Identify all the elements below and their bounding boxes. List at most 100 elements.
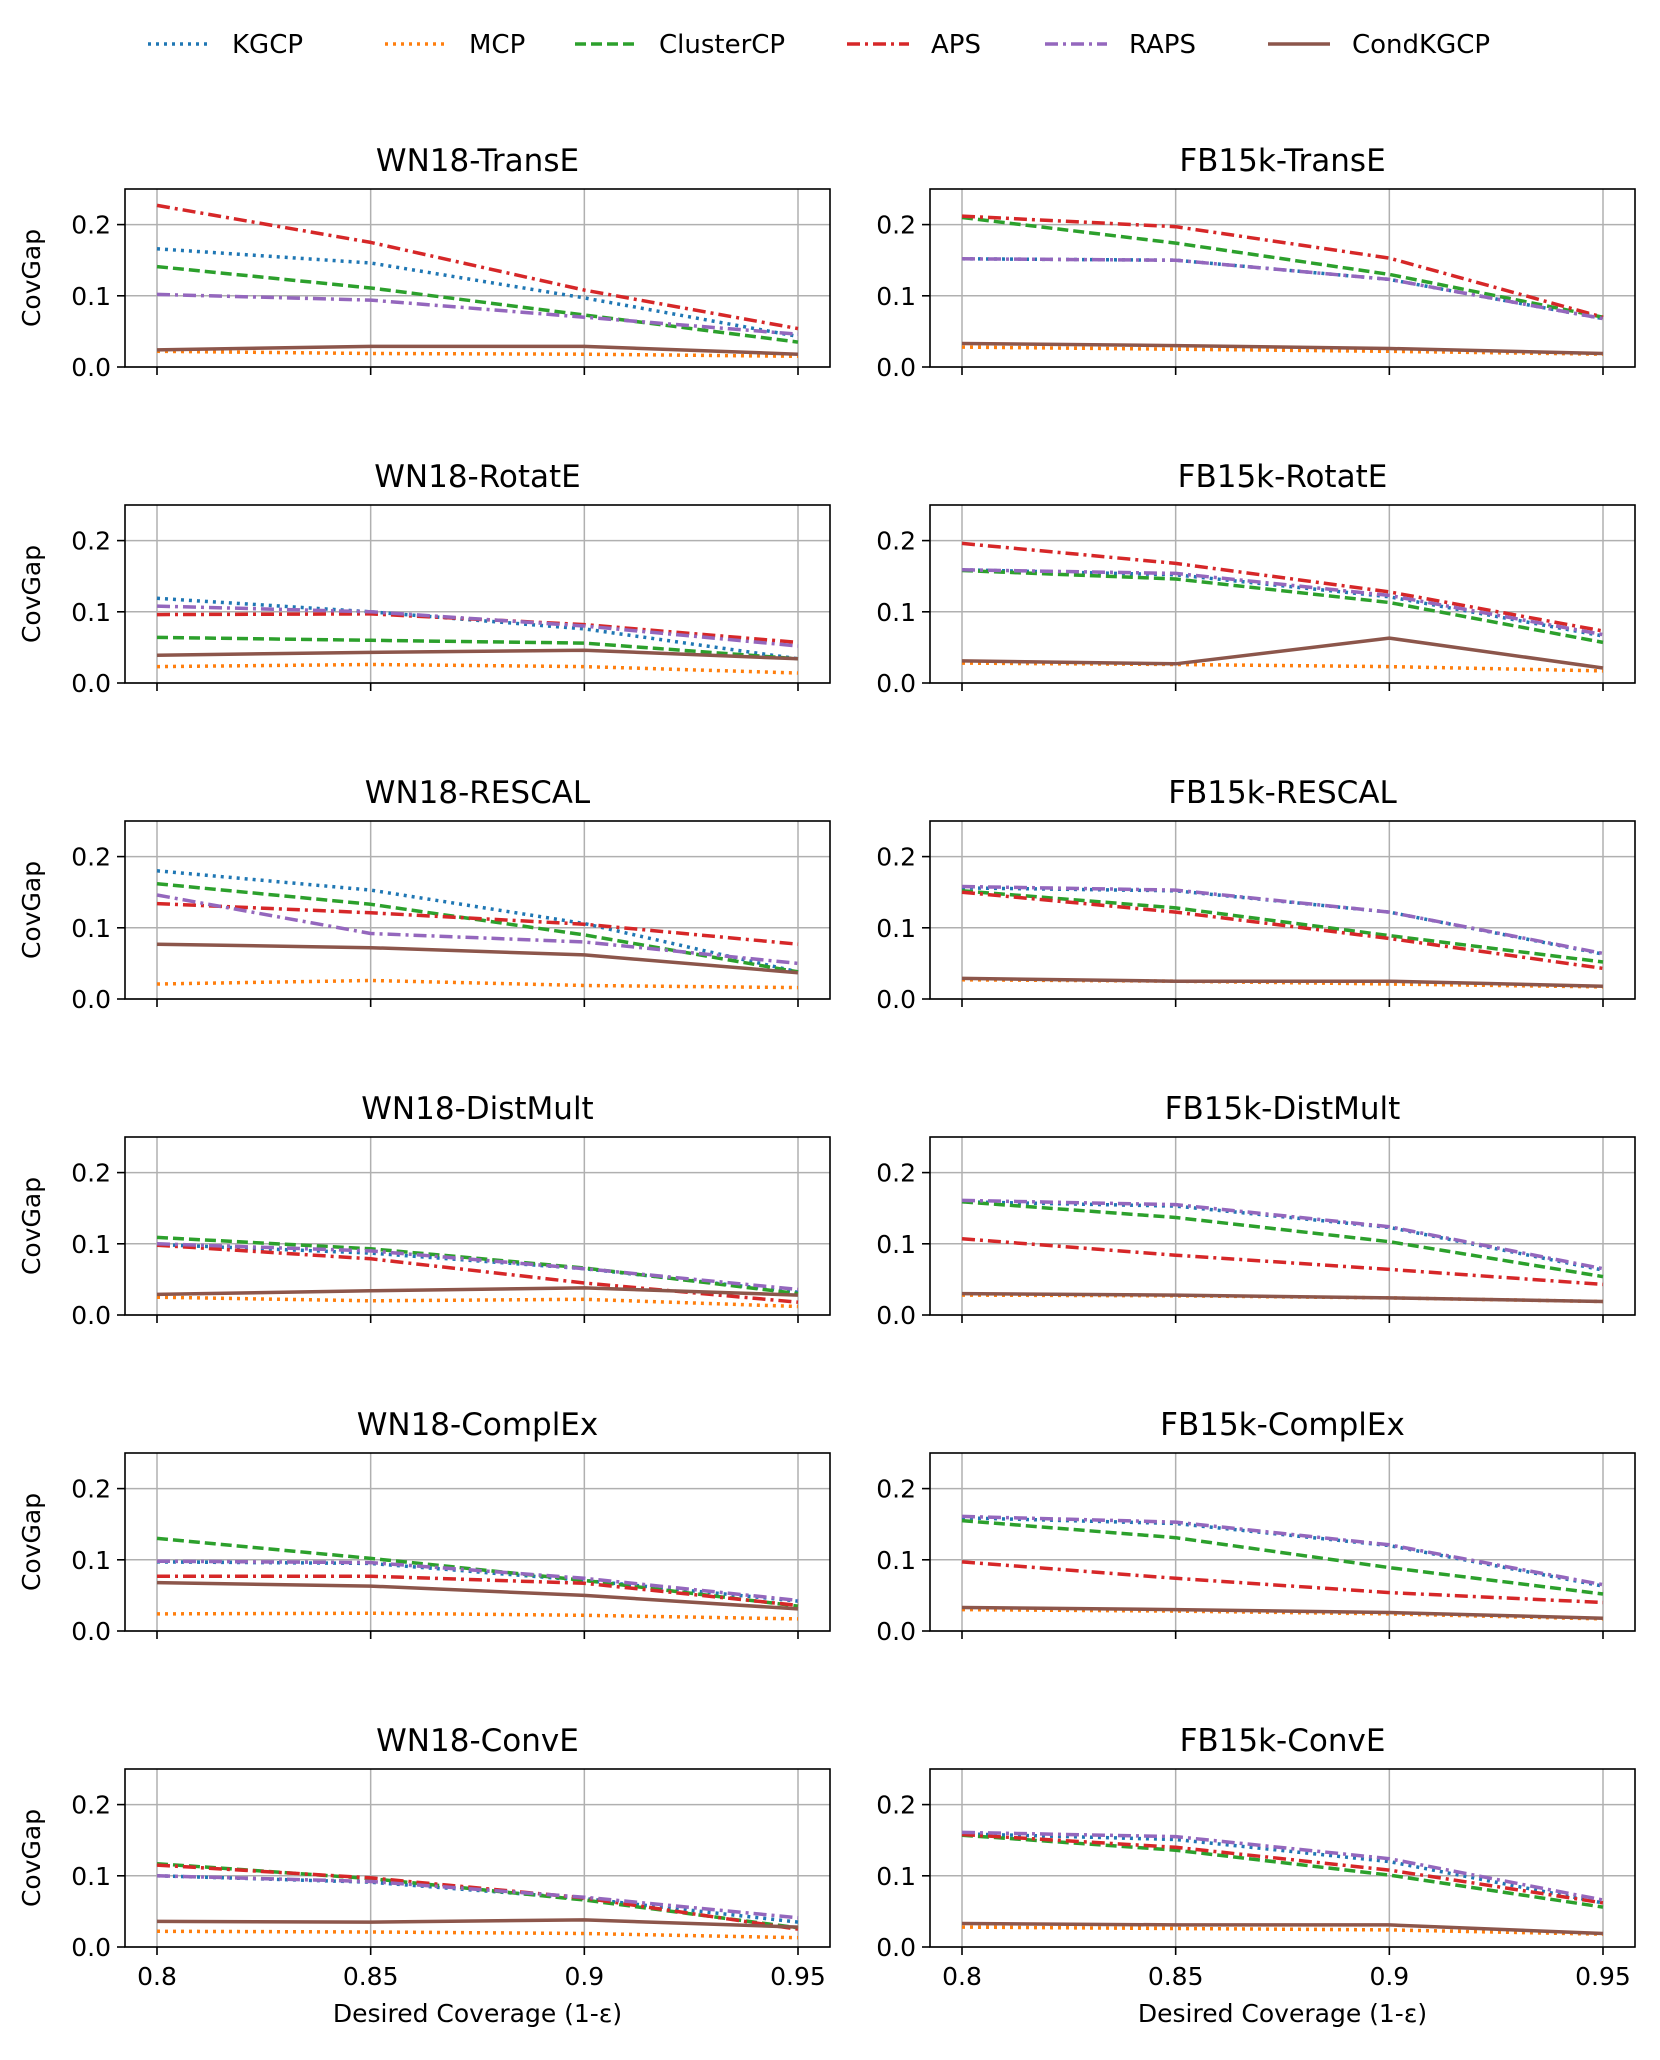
y-tick-label: 0.0 [876,1301,916,1330]
series-line-mcp [961,345,1604,356]
legend-label: APS [931,30,981,60]
series-line-aps [156,901,799,946]
legend-label: MCP [469,30,525,60]
x-tick-label: 0.85 [1148,1962,1204,1991]
series-line-mcp [156,1929,799,1940]
chart-panel-wn18-conve: WN18-ConvE 0.0 0.1 0.2 0.8 0.85 0.9 0.95 CovGap D… [17,1723,831,2028]
y-axis-label: CovGap [17,861,46,959]
plot-frame [124,1136,831,1316]
y-tick-label: 0.2 [71,211,111,240]
panel-title: WN18-RotatE [374,459,580,495]
y-tick-label: 0.1 [876,282,916,311]
panel-title: FB15k-DistMult [1165,1091,1401,1127]
legend-label: ClusterCP [659,30,785,60]
y-tick-label: 0.0 [876,985,916,1014]
plot-frame [929,1768,1636,1948]
series-line-raps [961,1830,1604,1902]
y-tick-label: 0.2 [876,843,916,872]
plot-frame [124,820,831,1000]
y-tick-label: 0.1 [71,914,111,943]
x-axis-label: Desired Coverage (1-ε) [1138,1999,1427,2028]
series-line-kgcp [156,247,799,339]
series-line-clustercp [961,1833,1604,1909]
series-line-raps [961,884,1604,956]
series-line-mcp [156,662,799,675]
series-line-clustercp [961,1200,1604,1279]
y-tick-label: 0.1 [876,598,916,627]
series-line-aps [961,214,1604,319]
plot-frame [929,1452,1636,1632]
legend-label: CondKGCP [1352,30,1490,60]
series-line-condkgcp [156,1580,799,1611]
y-axis-label: CovGap [17,1493,46,1591]
panel-title: WN18-ComplEx [357,1407,599,1443]
legend-entry-kgcp: KGCP [148,30,303,60]
legend-label: RAPS [1129,30,1196,60]
y-tick-label: 0.0 [71,1933,111,1962]
plot-frame [929,188,1636,368]
legend-entry-condkgcp: CondKGCP [1268,30,1490,60]
series-line-clustercp [961,568,1604,645]
y-tick-label: 0.2 [876,211,916,240]
x-tick-label: 0.8 [137,1962,177,1991]
plot-frame [124,1452,831,1632]
y-tick-label: 0.0 [876,1617,916,1646]
plot-frame [929,1136,1636,1316]
series-line-clustercp [156,264,799,344]
series-line-mcp [156,1295,799,1309]
panel-title: FB15k-ComplEx [1160,1407,1405,1443]
series-line-condkgcp [156,344,799,356]
series-line-raps [961,1198,1604,1271]
y-tick-label: 0.1 [876,1862,916,1891]
panel-title: WN18-DistMult [361,1091,593,1127]
series-line-aps [961,541,1604,633]
series-line-aps [156,203,799,331]
series-line-clustercp [961,215,1604,319]
series-line-condkgcp [961,1605,1604,1620]
series-line-condkgcp [156,1286,799,1297]
series-line-aps [157,1574,799,1608]
chart-panel-fb15k-complex: FB15k-ComplEx 0.0 0.1 0.2 [876,1407,1636,1646]
y-tick-label: 0.0 [876,669,916,698]
series-line-condkgcp [156,648,799,661]
series-line-mcp [156,978,799,990]
y-tick-label: 0.0 [71,1301,111,1330]
y-tick-label: 0.2 [876,527,916,556]
series-line-raps [156,292,799,336]
y-tick-label: 0.1 [876,914,916,943]
y-tick-label: 0.1 [71,1546,111,1575]
chart-panel-wn18-transe: WN18-TransE 0.0 0.1 0.2 CovGap [17,143,831,382]
series-line-aps [961,1832,1604,1905]
y-tick-label: 0.2 [71,843,111,872]
series-line-clustercp [961,889,1604,964]
series-line-raps [961,568,1604,637]
y-axis-label: CovGap [17,1177,46,1275]
gridlines [930,821,1635,1000]
chart-panel-fb15k-transe: FB15k-TransE 0.0 0.1 0.2 [876,143,1636,382]
series-line-aps [961,1237,1604,1287]
series-line-mcp [961,1925,1604,1936]
y-tick-label: 0.1 [876,1230,916,1259]
series-line-condkgcp [961,1291,1604,1304]
x-tick-label: 0.95 [1575,1962,1631,1991]
y-axis-label: CovGap [17,1809,46,1907]
chart-panel-fb15k-conve: FB15k-ConvE 0.0 0.1 0.2 0.8 0.85 0.9 0.95 Desire… [876,1723,1636,2028]
series-line-aps [961,890,1604,971]
plot-frame [124,504,831,684]
legend-entry-clustercp: ClusterCP [575,30,785,60]
y-tick-label: 0.0 [71,353,111,382]
chart-panel-fb15k-rescal: FB15k-RESCAL 0.0 0.1 0.2 [876,775,1636,1014]
y-tick-label: 0.1 [71,598,111,627]
series-line-raps [961,257,1604,321]
series-line-condkgcp [961,1921,1604,1936]
series-line-aps [961,1560,1604,1605]
legend-entry-aps: APS [847,30,981,60]
y-tick-label: 0.1 [876,1546,916,1575]
y-tick-label: 0.2 [71,527,111,556]
series-line-raps [156,893,799,966]
x-tick-label: 0.85 [343,1962,399,1991]
chart-panel-wn18-distmult: WN18-DistMult 0.0 0.1 0.2 CovGap [17,1091,831,1330]
panel-title: WN18-RESCAL [365,775,591,811]
panel-title: WN18-ConvE [376,1723,579,1759]
panel-title: FB15k-RotatE [1178,459,1388,495]
